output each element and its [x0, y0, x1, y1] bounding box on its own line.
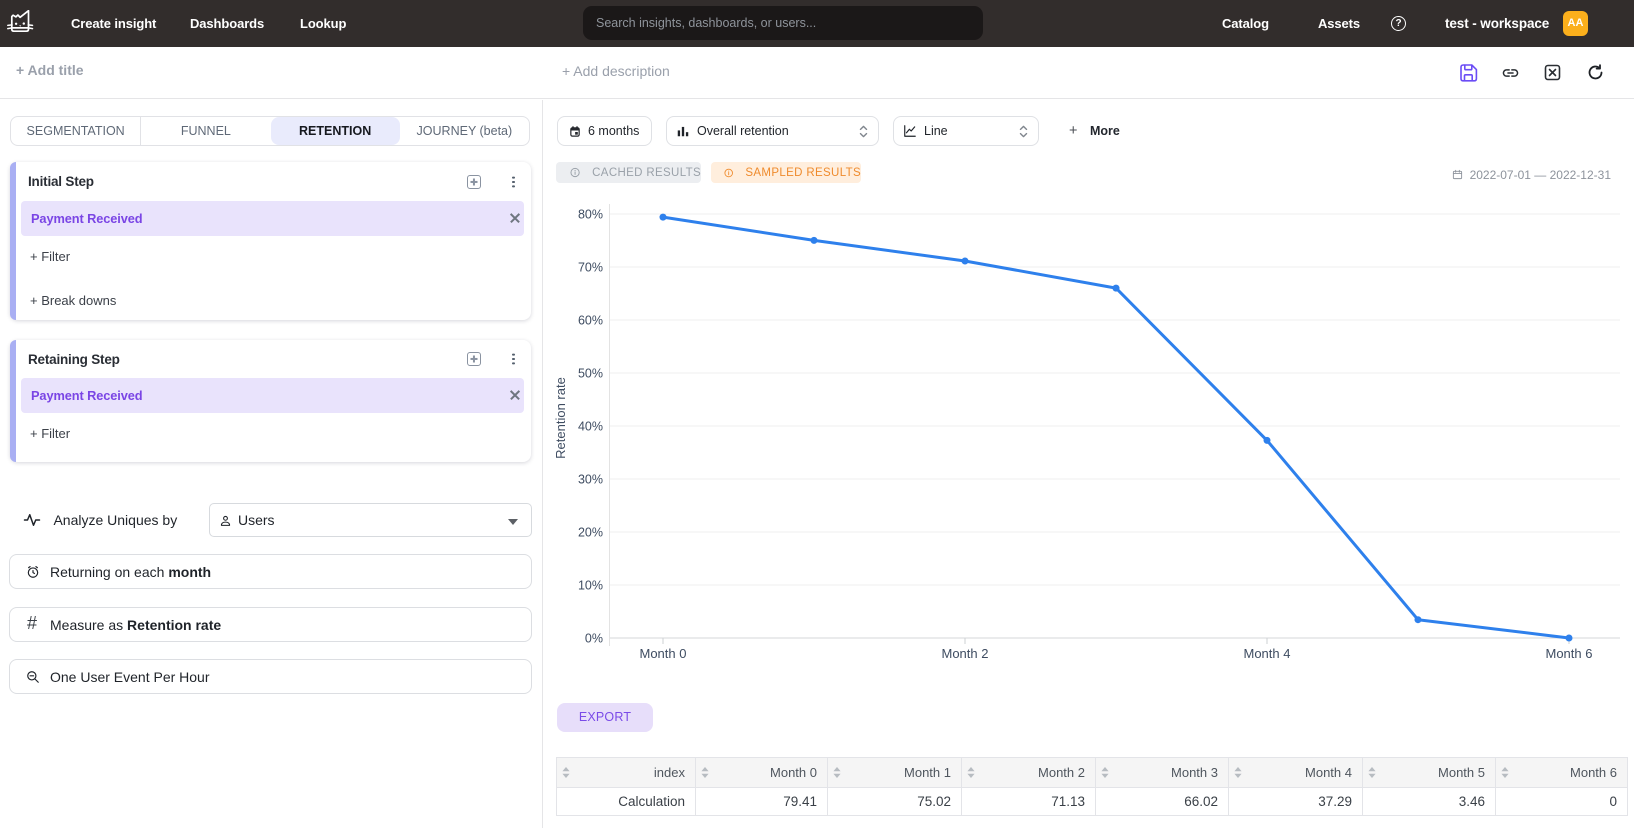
- svg-text:80%: 80%: [578, 208, 603, 222]
- svg-text:0%: 0%: [585, 632, 603, 646]
- svg-text:Month 2: Month 2: [942, 646, 989, 661]
- svg-text:Month 0: Month 0: [640, 646, 687, 661]
- svg-text:50%: 50%: [578, 367, 603, 381]
- svg-text:Month 4: Month 4: [1244, 646, 1291, 661]
- svg-text:Retention rate: Retention rate: [553, 377, 568, 459]
- svg-text:20%: 20%: [578, 526, 603, 540]
- svg-text:10%: 10%: [578, 579, 603, 593]
- svg-text:70%: 70%: [578, 261, 603, 275]
- svg-text:40%: 40%: [578, 420, 603, 434]
- svg-text:30%: 30%: [578, 473, 603, 487]
- svg-text:60%: 60%: [578, 314, 603, 328]
- svg-text:Month 6: Month 6: [1546, 646, 1593, 661]
